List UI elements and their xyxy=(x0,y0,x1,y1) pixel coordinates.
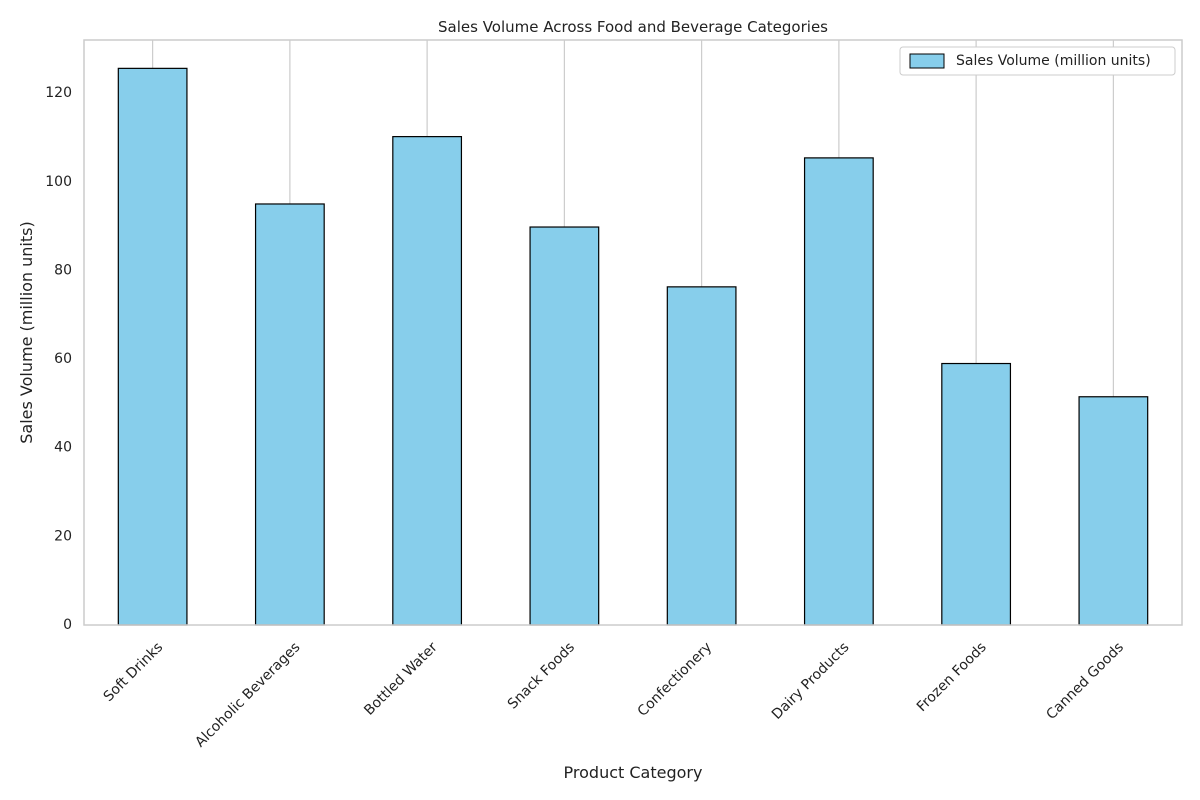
bar xyxy=(941,362,1012,626)
x-tick-label: Frozen Foods xyxy=(914,639,990,715)
x-tick-label: Dairy Products xyxy=(769,639,853,723)
y-axis-label: Sales Volume (million units) xyxy=(17,221,36,443)
bar xyxy=(117,67,188,626)
x-axis-ticks: Soft Drinks Alcoholic Beverages Bottled Wa… xyxy=(101,639,1127,750)
y-tick-label: 120 xyxy=(45,85,72,101)
bar xyxy=(392,136,463,626)
bar xyxy=(1078,396,1149,626)
y-tick-label: 60 xyxy=(54,351,72,367)
x-tick-label: Snack Foods xyxy=(505,639,578,712)
legend-label: Sales Volume (million units) xyxy=(956,53,1151,69)
y-axis-ticks: 0 20 40 60 80 100 120 xyxy=(45,85,72,633)
x-tick-label: Bottled Water xyxy=(361,639,441,719)
x-tick-label: Soft Drinks xyxy=(101,639,167,705)
bar xyxy=(803,157,874,626)
bar xyxy=(254,203,325,626)
x-tick-label: Alcoholic Beverages xyxy=(192,639,303,750)
plot-frame xyxy=(83,39,1183,626)
y-tick-label: 80 xyxy=(54,262,72,278)
legend: Sales Volume (million units) xyxy=(899,46,1176,76)
bars xyxy=(117,67,1149,626)
x-tick-label: Confectionery xyxy=(635,639,716,720)
y-tick-label: 20 xyxy=(54,528,72,544)
x-axis-label: Product Category xyxy=(564,763,703,782)
legend-box xyxy=(899,46,1176,76)
chart-title: Sales Volume Across Food and Beverage Ca… xyxy=(438,18,828,36)
bar xyxy=(666,286,737,626)
y-tick-label: 100 xyxy=(45,174,72,190)
y-tick-label: 40 xyxy=(54,440,72,456)
y-tick-label: 0 xyxy=(63,617,72,633)
legend-swatch xyxy=(909,53,945,69)
bar xyxy=(529,226,600,626)
x-tick-label: Canned Goods xyxy=(1043,639,1127,723)
